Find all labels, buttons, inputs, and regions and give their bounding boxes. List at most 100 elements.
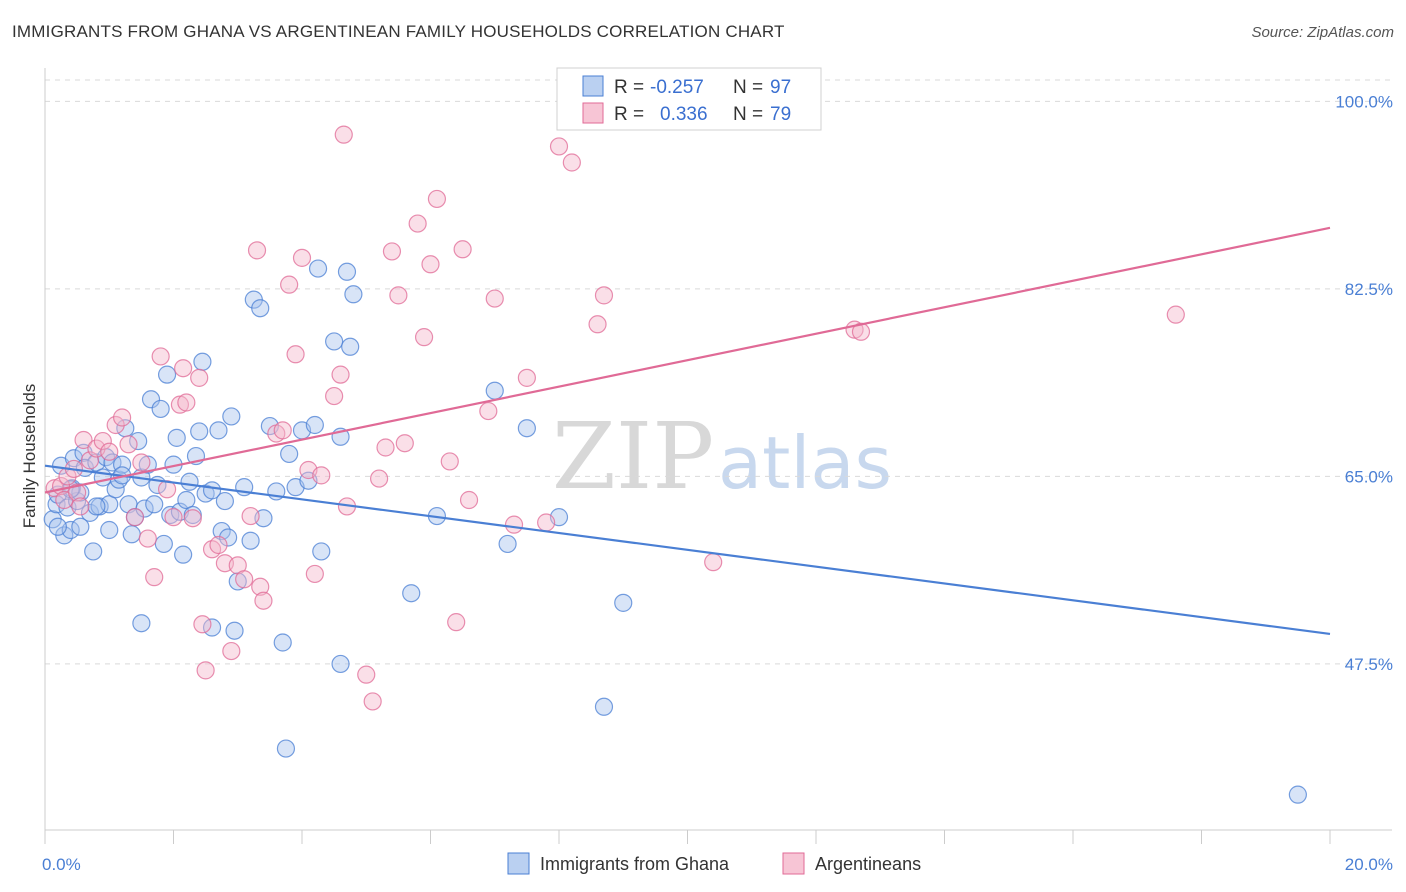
source-label: Source: ZipAtlas.com — [1251, 24, 1394, 41]
point-argentinean — [440, 452, 459, 471]
point-ghana — [341, 337, 360, 356]
point-argentinean — [132, 453, 151, 472]
point-ghana — [331, 654, 350, 674]
point-argentinean — [549, 137, 569, 156]
point-ghana — [308, 259, 328, 278]
point-argentinean — [357, 665, 376, 684]
legend: R = -0.257 N = 97 R = 0.336 N = 79 — [556, 67, 822, 131]
point-argentinean — [235, 570, 254, 589]
bottom-legend-label-ghana: Immigrants from Ghana — [540, 854, 730, 874]
point-argentinean — [222, 641, 241, 661]
point-argentinean — [370, 469, 389, 488]
point-argentinean — [517, 368, 536, 387]
trend-line-ghana — [44, 464, 1331, 636]
point-ghana — [219, 528, 238, 547]
point-argentinean — [100, 442, 119, 461]
point-argentinean — [254, 591, 273, 610]
chart-title: IMMIGRANTS FROM GHANA VS ARGENTINEAN FAM… — [12, 22, 785, 41]
point-ghana — [1288, 785, 1307, 804]
point-ghana — [280, 444, 299, 464]
data-points — [43, 125, 1307, 804]
point-argentinean — [190, 368, 209, 387]
point-argentinean — [241, 506, 260, 526]
legend-swatch-blue — [582, 75, 604, 97]
bottom-legend-label-argentineans: Argentineans — [815, 854, 921, 874]
legend-n-value-2: 79 — [770, 104, 791, 125]
point-argentinean — [138, 529, 157, 548]
point-argentinean — [562, 153, 581, 172]
point-ghana — [202, 618, 222, 637]
watermark-atlas: atlas — [718, 421, 892, 505]
point-argentinean — [80, 451, 100, 470]
point-argentinean — [1166, 305, 1185, 324]
axes: 47.5% 65.0% 82.5% 100.0% 0.0% 20.0% — [42, 68, 1393, 874]
point-ghana — [190, 422, 209, 441]
point-argentinean — [71, 497, 90, 516]
legend-n-value-1: 97 — [770, 77, 791, 98]
point-ghana — [337, 262, 357, 281]
point-argentinean — [93, 431, 112, 451]
point-argentinean — [68, 483, 87, 502]
point-ghana — [154, 534, 173, 554]
trend-lines — [44, 226, 1331, 636]
point-argentinean — [504, 515, 524, 534]
point-argentinean — [106, 415, 125, 435]
point-argentinean — [395, 434, 414, 453]
point-ghana — [241, 531, 260, 550]
point-argentinean — [280, 275, 299, 294]
point-ghana — [141, 390, 161, 409]
point-ghana — [48, 517, 67, 536]
point-argentinean — [151, 347, 170, 366]
point-argentinean — [376, 438, 395, 457]
bottom-legend: Immigrants from Ghana Argentineans — [507, 852, 921, 875]
watermark: ZIP atlas — [552, 403, 892, 510]
point-ghana — [498, 534, 517, 554]
point-argentinean — [537, 513, 556, 532]
point-argentinean — [177, 393, 196, 412]
point-argentinean — [286, 345, 305, 364]
trend-line-argentinean — [44, 226, 1331, 494]
point-ghana — [87, 497, 106, 516]
point-ghana — [344, 285, 363, 304]
point-argentinean — [334, 125, 353, 144]
point-argentinean — [292, 248, 312, 267]
point-ghana — [325, 332, 344, 351]
point-argentinean — [479, 401, 498, 421]
point-argentinean — [382, 242, 402, 261]
point-argentinean — [305, 564, 324, 584]
point-argentinean — [594, 286, 614, 305]
point-argentinean — [704, 553, 723, 572]
point-argentinean — [414, 328, 434, 347]
point-argentinean — [164, 508, 183, 527]
point-ghana — [132, 614, 151, 633]
point-argentinean — [363, 692, 382, 711]
legend-r-value-2: 0.336 — [660, 104, 708, 125]
point-ghana — [225, 621, 244, 640]
y-axis-title: Family Households — [20, 384, 39, 529]
y-tick-label: 82.5% — [1345, 280, 1393, 299]
point-ghana — [614, 593, 633, 612]
bottom-legend-swatch-ghana — [507, 852, 530, 875]
point-argentinean — [427, 189, 447, 209]
point-ghana — [167, 428, 186, 447]
point-argentinean — [112, 408, 132, 427]
point-argentinean — [453, 240, 472, 259]
point-argentinean — [251, 577, 270, 596]
point-ghana — [177, 490, 196, 510]
point-argentinean — [145, 568, 164, 587]
legend-n-label-2: N = — [733, 104, 763, 125]
point-ghana — [305, 415, 324, 435]
point-ghana — [193, 352, 212, 371]
watermark-zip: ZIP — [552, 403, 714, 510]
point-argentinean — [174, 359, 193, 378]
point-argentinean — [408, 214, 427, 233]
legend-r-label-1: R = — [614, 77, 644, 98]
point-argentinean — [273, 421, 292, 440]
point-argentinean — [209, 535, 228, 555]
point-argentinean — [389, 286, 408, 305]
point-argentinean — [247, 241, 267, 260]
point-ghana — [251, 299, 270, 318]
y-tick-label: 47.5% — [1345, 655, 1393, 674]
point-ghana — [112, 455, 132, 474]
